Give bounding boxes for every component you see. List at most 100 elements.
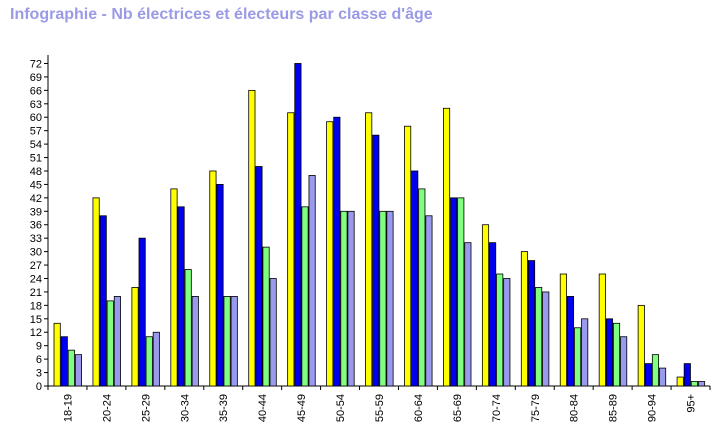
bar-18-19-s1	[53, 322, 61, 387]
x-tick-label: 65-69	[452, 394, 464, 422]
y-tick-label: 9	[36, 341, 42, 353]
bar-25-29-s3	[145, 336, 153, 387]
bar-35-39-s3	[223, 296, 231, 387]
bar-60-64-s4	[425, 215, 433, 387]
bar-95+-s4	[697, 381, 706, 387]
bar-18-19-s4	[74, 354, 83, 387]
bar-95+-s1	[676, 376, 684, 387]
bar-85-89-s2	[605, 318, 613, 387]
bar-30-34-s1	[170, 188, 178, 387]
bar-75-79-s4	[542, 291, 550, 387]
bar-45-49-s2	[294, 63, 302, 387]
bar-80-84-s4	[581, 318, 589, 387]
y-tick-label: 30	[30, 247, 42, 259]
y-tick-label: 0	[36, 381, 42, 393]
y-tick-label: 51	[30, 153, 42, 165]
bar-65-69-s1	[443, 107, 451, 387]
bar-80-84-s1	[559, 273, 567, 387]
bar-75-79-s3	[535, 287, 543, 387]
x-tick-label: 95+	[686, 394, 698, 413]
x-tick-label: 20-24	[101, 394, 113, 422]
bar-90-94-s2	[644, 363, 652, 387]
bar-55-59-s1	[365, 112, 373, 387]
bar-90-94-s4	[659, 367, 667, 387]
y-tick-label: 63	[30, 99, 42, 111]
chart-title: Infographie - Nb électrices et électeurs…	[10, 6, 433, 23]
bar-75-79-s2	[527, 260, 536, 387]
bar-50-54-s2	[333, 116, 341, 387]
bar-50-54-s4	[347, 210, 355, 387]
y-tick-label: 6	[36, 354, 42, 366]
bar-80-84-s3	[574, 327, 582, 387]
bar-65-69-s4	[464, 242, 472, 387]
bar-95+-s3	[690, 381, 698, 387]
y-tick-label: 54	[30, 139, 42, 151]
bar-30-34-s2	[177, 206, 185, 387]
y-tick-label: 21	[30, 287, 42, 299]
y-tick-label: 39	[30, 206, 42, 218]
bar-40-44-s4	[269, 278, 277, 387]
bar-18-19-s3	[67, 349, 75, 387]
bar-40-44-s1	[248, 89, 256, 387]
x-tick-label: 30-34	[179, 394, 191, 422]
bar-45-49-s3	[301, 206, 309, 387]
bar-60-64-s1	[404, 125, 412, 387]
bar-90-94-s3	[651, 354, 660, 387]
x-tick-label: 80-84	[569, 394, 581, 422]
y-tick-label: 45	[30, 179, 42, 191]
bar-50-54-s1	[326, 121, 334, 387]
x-tick-label: 45-49	[296, 394, 308, 422]
y-tick-label: 12	[30, 327, 42, 339]
y-tick-label: 3	[36, 368, 42, 380]
bar-60-64-s2	[411, 170, 419, 387]
y-tick-label: 18	[30, 300, 42, 312]
y-tick-label: 57	[30, 126, 42, 138]
y-tick-label: 27	[30, 260, 42, 272]
bar-20-24-s1	[92, 197, 100, 387]
x-tick-label: 35-39	[218, 394, 230, 422]
y-tick-label: 60	[30, 112, 42, 124]
bar-70-74-s4	[503, 278, 511, 387]
bar-95+-s2	[683, 363, 691, 387]
bar-20-24-s4	[113, 296, 121, 387]
x-tick-label: 55-59	[374, 394, 386, 422]
bar-85-89-s1	[598, 273, 606, 387]
x-tick-label: 85-89	[608, 394, 620, 422]
x-tick-label: 40-44	[257, 394, 269, 422]
x-tick-label: 75-79	[530, 394, 542, 422]
bar-65-69-s3	[457, 197, 465, 387]
x-tick-label: 25-29	[140, 394, 152, 422]
bar-30-34-s4	[191, 296, 199, 387]
bar-85-89-s3	[612, 322, 621, 387]
bar-85-89-s4	[620, 336, 628, 387]
y-tick-label: 48	[30, 166, 42, 178]
bar-40-44-s2	[255, 166, 263, 387]
bar-35-39-s2	[216, 184, 224, 387]
bar-45-49-s1	[287, 112, 295, 387]
bar-45-49-s4	[308, 175, 316, 387]
x-tick-label: 18-19	[62, 394, 74, 422]
x-tick-label: 70-74	[491, 394, 503, 422]
bar-80-84-s2	[566, 296, 575, 387]
bar-20-24-s2	[99, 215, 107, 387]
y-tick-label: 72	[30, 58, 42, 70]
bar-30-34-s3	[184, 269, 192, 387]
bar-75-79-s1	[520, 251, 528, 387]
bar-90-94-s1	[637, 304, 645, 387]
x-tick-label: 60-64	[413, 394, 425, 422]
y-tick-label: 42	[30, 193, 42, 205]
x-tick-label: 90-94	[647, 394, 659, 422]
bar-35-39-s1	[209, 170, 217, 387]
bar-65-69-s2	[450, 197, 458, 387]
bar-25-29-s1	[131, 287, 139, 387]
y-tick-label: 69	[30, 72, 42, 84]
bar-35-39-s4	[230, 296, 238, 387]
y-tick-label: 33	[30, 233, 42, 245]
bar-25-29-s4	[152, 331, 160, 387]
x-tick-label: 50-54	[335, 394, 347, 422]
bar-40-44-s3	[262, 246, 270, 387]
y-tick-label: 66	[30, 85, 42, 97]
y-tick-label: 24	[30, 273, 42, 285]
bar-18-19-s2	[60, 336, 68, 387]
bar-70-74-s1	[481, 224, 490, 387]
